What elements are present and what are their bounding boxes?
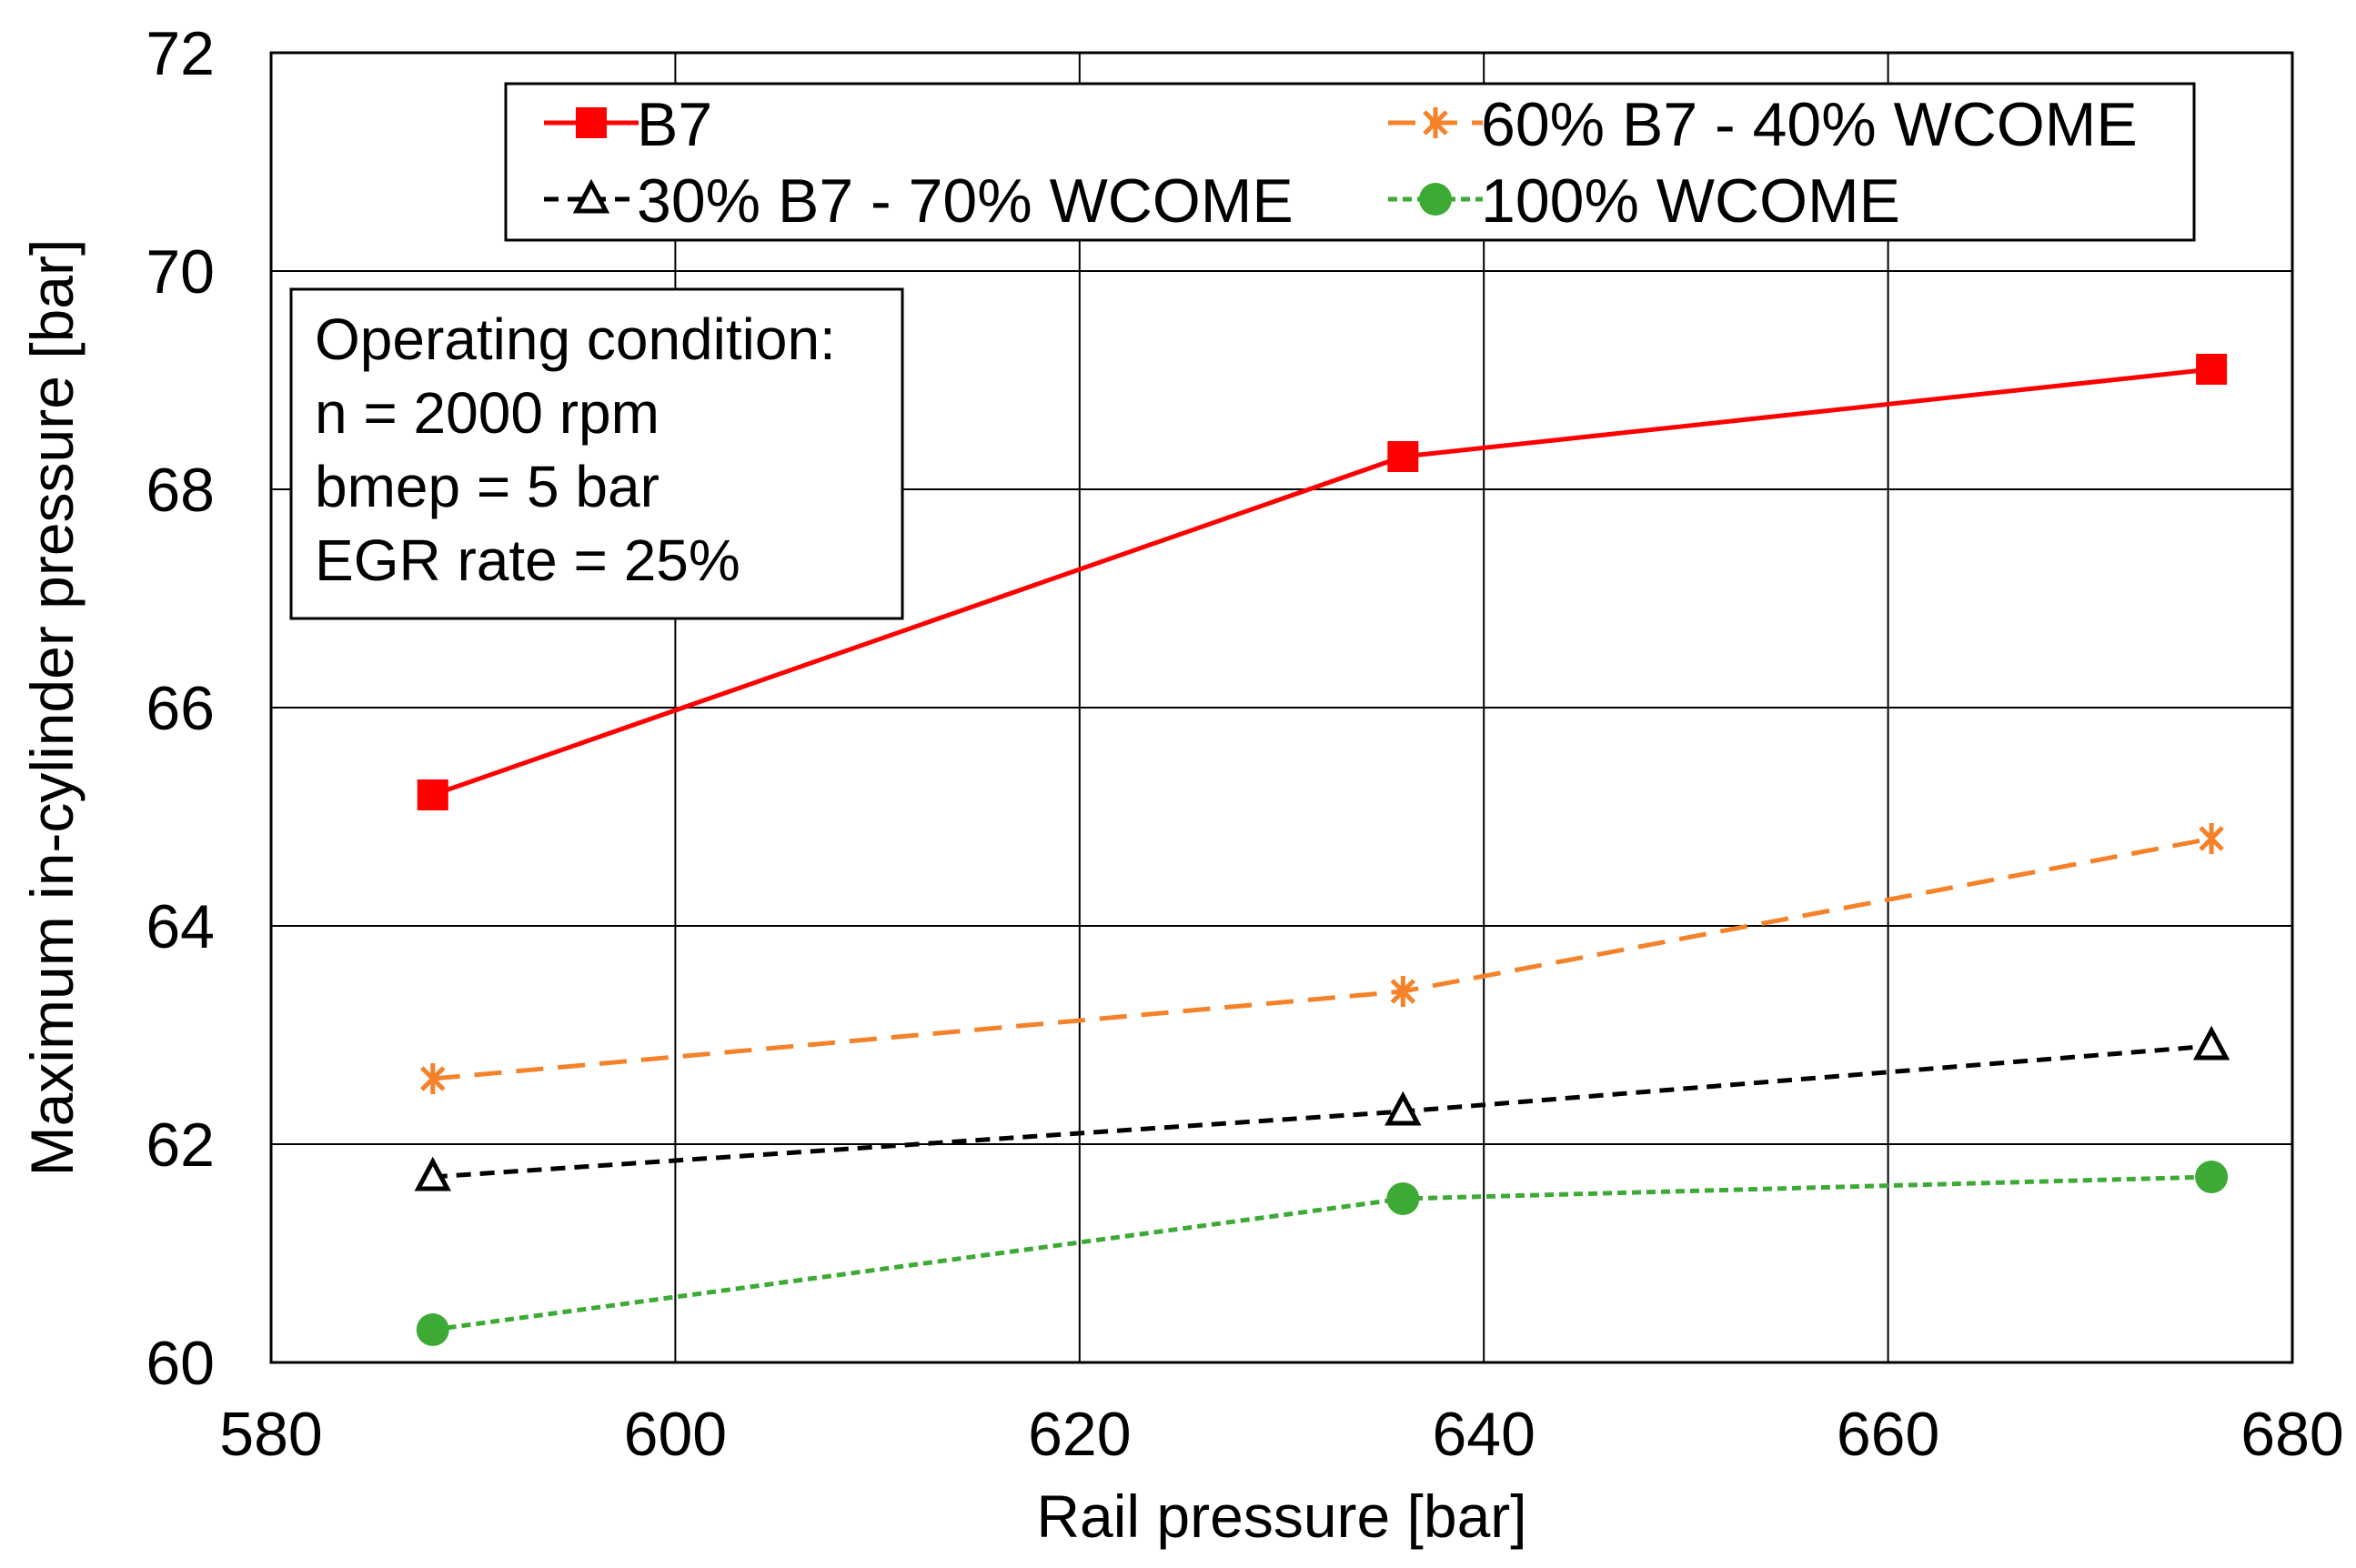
series-60-b7-40-wcome — [419, 823, 2224, 1094]
y-axis-title: Maximum in-cylinder pressure [bar] — [18, 239, 86, 1177]
legend-marker-100-wcome — [1419, 183, 1452, 216]
annotation-line-4: EGR rate = 25% — [315, 528, 740, 593]
legend-label-100-wcome: 100% WCOME — [1481, 166, 1900, 236]
series-line-30-b7-70-wcome — [432, 1043, 2212, 1180]
x-tick-label: 640 — [1432, 1400, 1535, 1469]
annotation-line-1: Operating condition: — [315, 307, 836, 372]
data-point-60-b7-40-wcome — [419, 1063, 446, 1094]
annotation-frame — [289, 287, 904, 620]
legend-symbol-b7 — [544, 107, 639, 138]
series-line-60-b7-40-wcome — [432, 836, 2212, 1081]
x-tick-label: 660 — [1837, 1400, 1939, 1469]
x-tick-label: 620 — [1028, 1400, 1131, 1469]
series-100-wcome — [416, 1161, 2229, 1346]
x-tick-label: 600 — [624, 1400, 727, 1469]
legend-symbol-30-b7 — [544, 178, 639, 214]
legend-label-60-b7: 60% B7 - 40% WCOME — [1481, 90, 2138, 159]
data-point-100-wcome — [2195, 1161, 2229, 1193]
data-point-b7 — [417, 779, 448, 810]
legend-symbol-60-b7 — [1388, 107, 1483, 138]
grid — [271, 53, 2292, 1362]
data-point-b7 — [2196, 354, 2228, 385]
annotation-line-3: bmep = 5 bar — [315, 454, 659, 519]
data-point-100-wcome — [416, 1313, 449, 1346]
data-point-60-b7-40-wcome — [1390, 976, 1416, 1007]
data-point-30-b7-70-wcome — [1384, 1091, 1422, 1126]
y-tick-label: 60 — [146, 1329, 215, 1398]
legend-marker-60-b7-40-wcome — [1423, 107, 1448, 138]
y-tick-label: 68 — [146, 456, 215, 525]
y-tick-label: 64 — [146, 892, 215, 961]
legend-symbol-100-wcome — [1388, 183, 1483, 216]
y-tick-labels: 60 62 64 66 68 70 72 — [146, 19, 215, 1398]
data-point-30-b7-70-wcome — [2192, 1025, 2230, 1060]
series-line-100-wcome — [432, 1174, 2212, 1332]
series-30-b7-70-wcome — [414, 1025, 2230, 1191]
x-axis-title: Rail pressure [bar] — [1036, 1483, 1526, 1550]
data-point-b7 — [1387, 441, 1419, 472]
legend-label-b7: B7 — [637, 90, 712, 159]
data-point-60-b7-40-wcome — [2199, 823, 2224, 854]
legend-label-30-b7: 30% B7 - 70% WCOME — [637, 166, 1294, 236]
series-b7 — [417, 354, 2228, 810]
y-tick-label: 72 — [146, 19, 215, 88]
legend-marker-b7 — [576, 107, 607, 138]
x-tick-label: 580 — [219, 1400, 322, 1469]
plot-frame — [269, 51, 2294, 1364]
annotation-line-2: n = 2000 rpm — [315, 380, 659, 446]
data-point-100-wcome — [1386, 1182, 1420, 1215]
y-tick-label: 62 — [146, 1111, 215, 1180]
x-tick-label: 680 — [2240, 1400, 2343, 1469]
annotation-box: Operating condition: n = 2000 rpm bmep =… — [289, 287, 904, 620]
legend: B7 60% B7 - 40% WCOME 30% B7 - 70% WCOME… — [504, 82, 2196, 242]
legend-frame — [504, 82, 2196, 242]
y-tick-label: 66 — [146, 674, 215, 743]
x-tick-labels: 580 600 620 640 660 680 — [219, 1400, 2343, 1469]
y-tick-label: 70 — [146, 237, 215, 307]
data-point-30-b7-70-wcome — [414, 1156, 451, 1191]
legend-marker-30-b7-70-wcome — [572, 178, 610, 214]
series-layer — [414, 354, 2230, 1346]
